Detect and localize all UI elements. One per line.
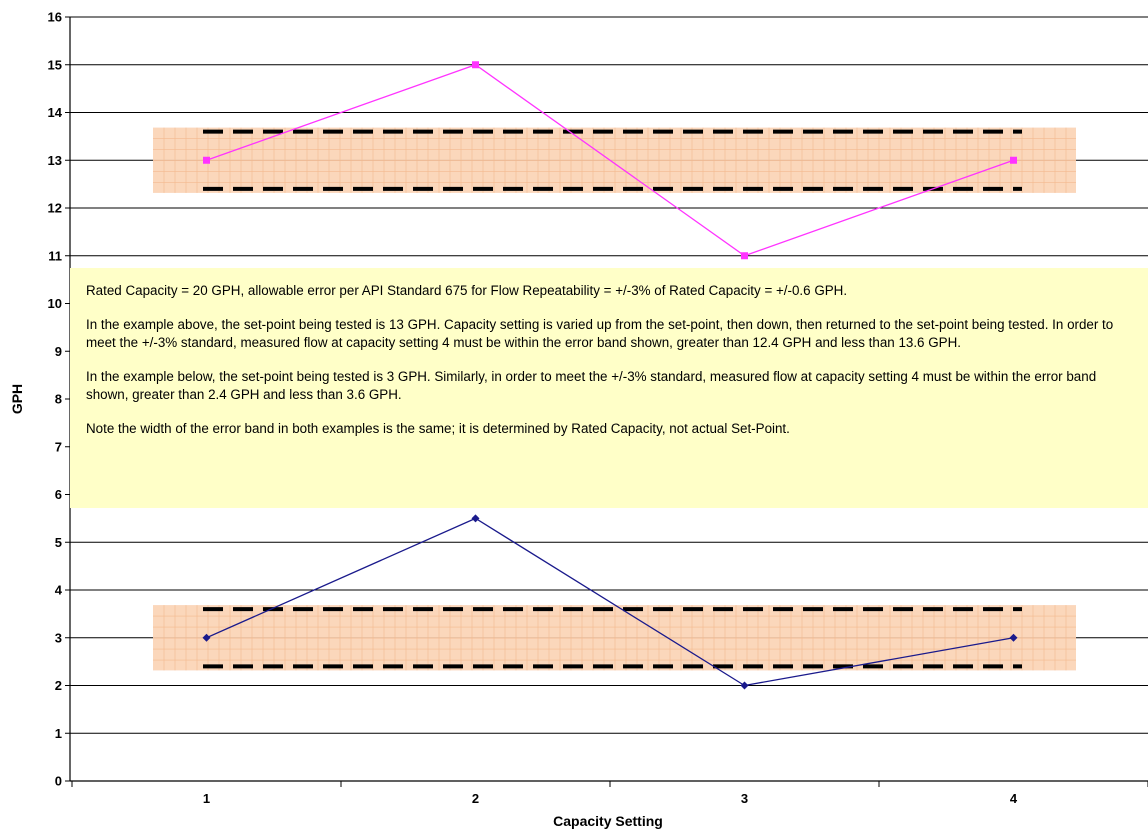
y-tick-label: 1 — [55, 726, 62, 741]
annotation-example-above: In the example above, the set-point bein… — [86, 317, 1114, 350]
y-tick-label: 3 — [55, 630, 62, 645]
y-axis-title: GPH — [9, 384, 25, 414]
y-tick-label: 6 — [55, 487, 62, 502]
x-tick-label: 2 — [472, 791, 479, 806]
data-point — [740, 681, 749, 690]
annotation-note: Note the width of the error band in both… — [86, 421, 790, 436]
y-tick-label: 9 — [55, 344, 62, 359]
error-band — [153, 127, 1076, 193]
data-point — [472, 61, 479, 69]
y-tick-label: 11 — [48, 248, 62, 263]
error-band — [153, 605, 1076, 671]
y-tick-label: 15 — [48, 57, 62, 72]
data-point — [741, 252, 748, 260]
data-point — [1009, 633, 1018, 642]
y-tick-label: 4 — [55, 583, 63, 598]
y-tick-label: 12 — [48, 201, 62, 216]
y-tick-label: 13 — [48, 153, 62, 168]
series-line — [206, 517, 1014, 687]
y-tick-label: 7 — [55, 439, 62, 454]
data-series — [202, 61, 1018, 690]
data-point — [1010, 156, 1017, 164]
data-point — [203, 156, 210, 164]
data-point — [202, 633, 211, 642]
y-tick-label: 8 — [55, 392, 62, 407]
x-axis-title: Capacity Setting — [553, 813, 663, 829]
annotation-example-below: In the example below, the set-point bein… — [86, 369, 1097, 402]
data-point — [471, 514, 480, 523]
y-tick-label: 0 — [55, 774, 62, 789]
y-tick-label: 14 — [48, 105, 63, 120]
x-tick-label: 3 — [741, 791, 748, 806]
series-line — [206, 64, 1014, 257]
annotation-rated-capacity: Rated Capacity = 20 GPH, allowable error… — [86, 283, 848, 298]
x-tick-label: 4 — [1010, 791, 1018, 806]
y-tick-label: 16 — [48, 10, 62, 25]
x-tick-label: 1 — [203, 791, 210, 806]
y-tick-label: 2 — [55, 678, 62, 693]
y-tick-label: 5 — [55, 535, 62, 550]
y-tick-label: 10 — [48, 296, 62, 311]
annotation-box: Rated Capacity = 20 GPH, allowable error… — [70, 268, 1148, 508]
error-bands — [153, 127, 1076, 671]
